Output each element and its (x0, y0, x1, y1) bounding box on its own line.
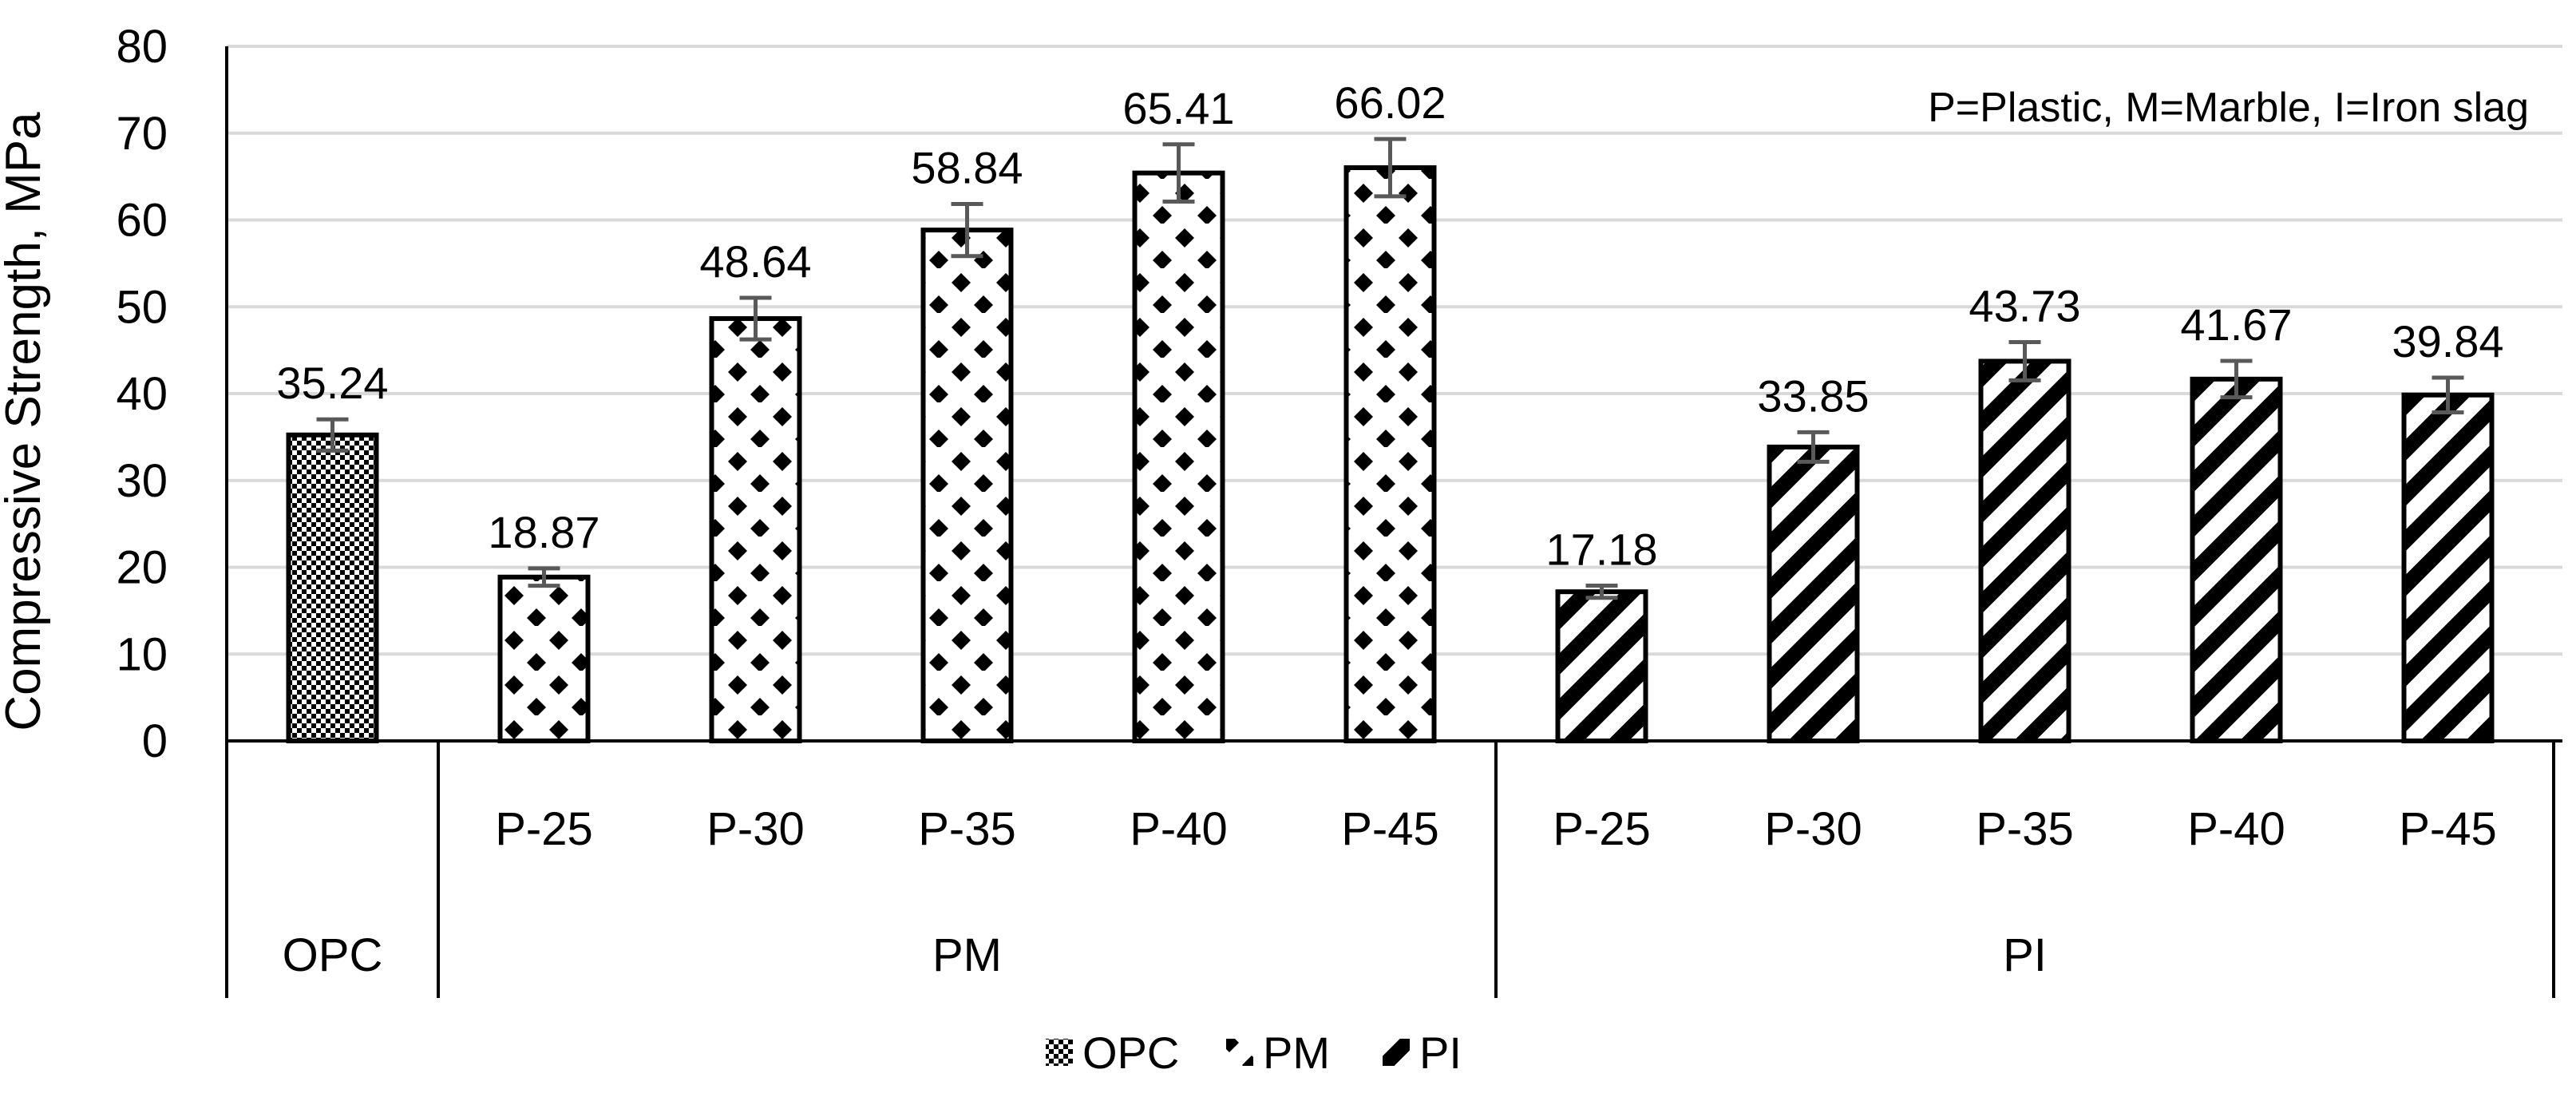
bar-pi-p-35 (1978, 358, 2071, 743)
data-label: 17.18 (1545, 525, 1657, 575)
legend-swatch-opc (1046, 1039, 1073, 1066)
y-tick-label-0: 0 (142, 715, 168, 767)
data-label: 65.41 (1122, 83, 1234, 133)
bar-opc-opc (286, 432, 379, 743)
x-tick-label: P-40 (2187, 803, 2285, 855)
bar-pi-p-30 (1767, 444, 1860, 743)
x-tick-label: P-35 (1976, 803, 2074, 855)
data-label: 66.02 (1334, 77, 1446, 128)
data-label: 58.84 (911, 142, 1023, 192)
data-label: 18.87 (488, 507, 599, 557)
bar-pm-p-40 (1132, 170, 1225, 743)
x-group-label-opc: OPC (283, 929, 383, 981)
legend-label-pi: PI (1419, 1028, 1462, 1078)
data-label: 48.64 (699, 236, 811, 287)
bar-pm-p-30 (709, 316, 802, 744)
x-tick-label: P-30 (706, 803, 805, 855)
data-label: 43.73 (1969, 281, 2080, 331)
data-labels: 35.24 OPC 18.87 P-25 48.64 P-30 58.84 P-35 65.41… (276, 77, 2503, 981)
x-tick-label: P-45 (1341, 803, 1439, 855)
y-axis-title: Compressive Strength, MPa (0, 112, 51, 731)
legend: OPC PM PI (1046, 1028, 1462, 1078)
legend-swatch-pm (1226, 1039, 1253, 1066)
bar-pm-p-25 (497, 574, 591, 743)
data-label: 39.84 (2392, 316, 2503, 366)
x-group-label-pi: PI (2003, 929, 2047, 981)
bar-pi-p-45 (2401, 392, 2495, 743)
y-tick-label-80: 80 (116, 21, 168, 73)
legend-label-opc: OPC (1082, 1028, 1179, 1078)
y-tick-label-60: 60 (116, 195, 168, 247)
x-tick-label: P-35 (918, 803, 1016, 855)
x-tick-label: P-45 (2399, 803, 2497, 855)
chart-annotation: P=Plastic, M=Marble, I=Iron slag (1928, 85, 2529, 131)
data-label: 35.24 (276, 358, 388, 408)
y-tick-label-20: 20 (116, 542, 168, 594)
y-tick-label-70: 70 (116, 108, 168, 160)
y-tick-label-30: 30 (116, 455, 168, 507)
legend-label-pm: PM (1263, 1028, 1330, 1078)
data-label: 33.85 (1757, 370, 1869, 421)
bar-pm-p-35 (920, 228, 1014, 743)
x-tick-label: P-40 (1130, 803, 1228, 855)
data-label: 41.67 (2180, 299, 2292, 350)
y-tick-label-50: 50 (116, 281, 168, 333)
bars (286, 137, 2495, 744)
x-group-label-pm: PM (932, 929, 1002, 981)
bar-pm-p-45 (1343, 165, 1437, 744)
y-tick-label-10: 10 (116, 628, 168, 680)
y-tick-label-40: 40 (116, 368, 168, 420)
legend-swatch-pi (1383, 1039, 1410, 1066)
bar-pi-p-40 (2190, 376, 2283, 743)
bar-pi-p-25 (1555, 589, 1648, 743)
x-tick-label: P-25 (1553, 803, 1651, 855)
x-tick-label: P-25 (495, 803, 593, 855)
x-tick-label: P-30 (1764, 803, 1862, 855)
